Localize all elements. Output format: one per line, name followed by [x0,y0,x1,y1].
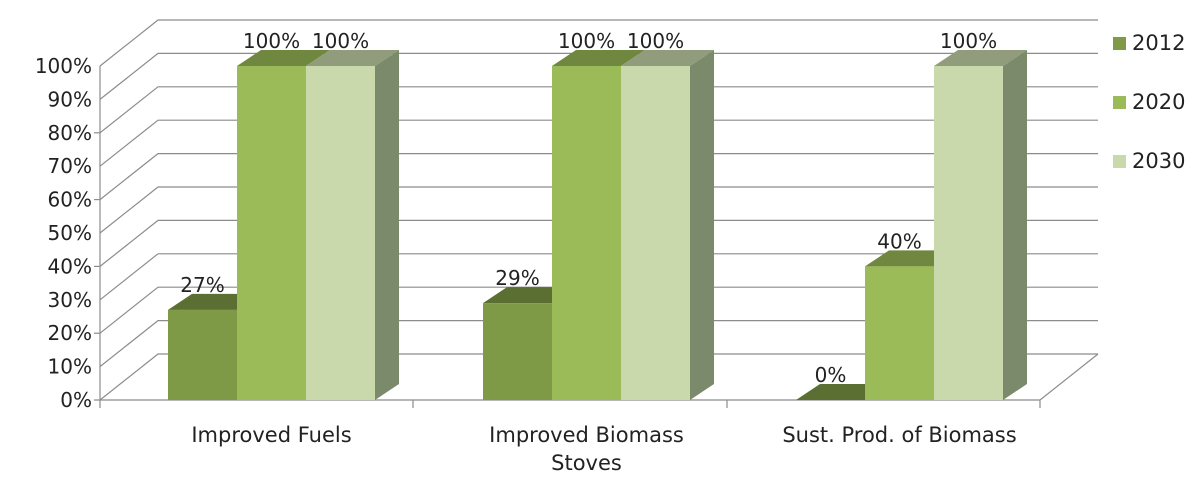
bar-top [552,50,645,66]
y-tick-label: 80% [48,121,92,145]
bar [237,50,330,400]
y-axis-ticks: 0% 10% 20% 30% 40% 50% 60% 70% 80% 90% 100% [35,54,92,412]
bar [306,50,399,400]
legend-label: 2012 [1132,31,1185,55]
bar [621,50,714,400]
bar-front [552,66,621,400]
data-label: 100% [558,29,615,53]
y-tick-label: 40% [48,254,92,278]
category-labels: Improved Fuels Improved Biomass Stoves Sust… [191,423,1016,475]
y-tick-label: 100% [35,54,92,78]
bar-front [237,66,306,400]
data-label: 27% [180,273,224,297]
data-label: 29% [495,266,539,290]
data-label: 40% [877,229,921,253]
grid-lines [99,19,1098,401]
gridline [99,52,1098,100]
bar-front [934,66,1003,400]
legend: 2012 2020 2030 [1113,31,1185,173]
bar [552,50,645,400]
category-label: Improved Biomass [489,423,684,447]
bars [168,50,1027,400]
gridline [99,119,1098,167]
y-tick-label: 60% [48,188,92,212]
gridline [99,353,1098,401]
bar [934,50,1027,400]
gridline [99,253,1098,301]
bar-top [237,50,330,66]
bar-front [865,266,934,400]
bar-side [690,50,714,400]
bar-top [621,50,714,66]
legend-label: 2030 [1132,149,1185,173]
gridline [99,19,1098,67]
gridline [99,219,1098,267]
data-label: 0% [815,363,847,387]
y-tick-label: 20% [48,321,92,345]
bar-front [621,66,690,400]
category-label: Sust. Prod. of Biomass [782,423,1016,447]
bar-front [483,303,552,400]
legend-swatch [1113,155,1126,168]
bar-top [306,50,399,66]
gridline [99,153,1098,201]
bar-front [168,309,237,400]
legend-swatch [1113,37,1126,50]
y-tick-label: 10% [48,355,92,379]
gridline [99,286,1098,334]
category-label: Stoves [551,451,622,475]
y-tick-label: 90% [48,87,92,111]
bar-top [934,50,1027,66]
y-tick-label: 0% [60,388,92,412]
gridline [99,320,1098,368]
legend-swatch [1113,96,1126,109]
gridline [99,186,1098,234]
bar-side [1003,50,1027,400]
gridline [99,86,1098,134]
data-label: 100% [940,29,997,53]
bar-side [375,50,399,400]
y-tick-label: 30% [48,288,92,312]
data-labels: 27% 100% 100% 29% 100% 100% 0% 40% 100% [180,29,997,387]
category-label: Improved Fuels [191,423,351,447]
data-label: 100% [627,29,684,53]
y-tick-label: 50% [48,221,92,245]
axes [94,66,1099,408]
bar-front [306,66,375,400]
data-label: 100% [243,29,300,53]
y-tick-label: 70% [48,154,92,178]
data-label: 100% [312,29,369,53]
legend-label: 2020 [1132,90,1185,114]
